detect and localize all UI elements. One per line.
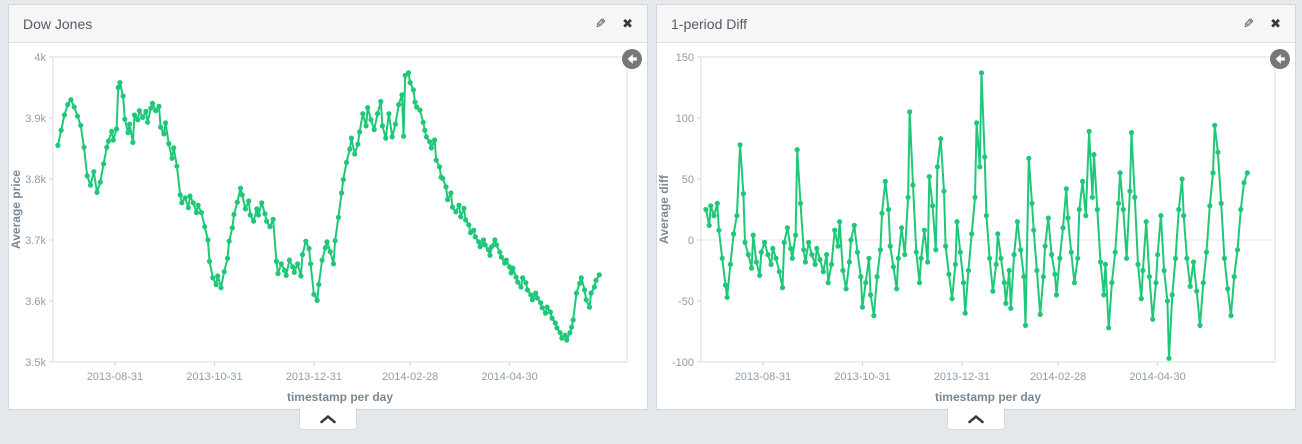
x-tick-label: 2014-04-30 — [1129, 371, 1185, 383]
close-icon[interactable]: ✖ — [1270, 16, 1281, 31]
y-tick-label: 100 — [676, 113, 694, 125]
y-tick-label: 0 — [688, 235, 694, 247]
y-tick-label: 50 — [682, 174, 694, 186]
back-circle-arrow-icon[interactable] — [622, 49, 642, 69]
panel-dow-jones: Dow Jones ✎ ✖ 3.5k 3.6k 3.7k 3.8k 3.9k 4k 2013… — [8, 4, 648, 430]
series-line — [704, 71, 1249, 360]
x-tick-label: 2013-10-31 — [834, 371, 890, 383]
y-tick-label: -100 — [672, 357, 694, 369]
collapse-chevron-button[interactable] — [947, 408, 1005, 430]
edit-pencil-icon[interactable]: ✎ — [1243, 16, 1255, 31]
diff-line-chart[interactable]: -100 -50 0 50 100 150 2013-08-31 2013-10-31 2013… — [657, 43, 1295, 409]
y-tick-label: 3.8k — [25, 174, 46, 186]
x-tick-label: 2013-12-31 — [934, 371, 990, 383]
chevron-up-icon — [320, 414, 336, 423]
y-tick-label: 150 — [676, 52, 694, 64]
back-circle-arrow-icon[interactable] — [1270, 49, 1290, 69]
x-tick-label: 2013-08-31 — [87, 371, 143, 383]
close-icon[interactable]: ✖ — [622, 16, 633, 31]
plot-border — [700, 56, 1276, 363]
edit-pencil-icon[interactable]: ✎ — [595, 16, 607, 31]
panel-title: Dow Jones — [23, 15, 93, 32]
y-tick-label: 3.9k — [25, 113, 46, 125]
y-axis-title: Average price — [9, 170, 23, 249]
chevron-up-icon — [968, 414, 984, 423]
chart-area-1-period-diff: -100 -50 0 50 100 150 2013-08-31 2013-10-31 2013… — [657, 43, 1295, 409]
panel-header: 1-period Diff ✎ ✖ — [657, 5, 1295, 43]
x-axis-title: timestamp per day — [935, 390, 1041, 404]
x-tick-label: 2013-12-31 — [286, 371, 342, 383]
x-tick-label: 2014-04-30 — [481, 371, 537, 383]
y-tick-label: 3.5k — [25, 357, 46, 369]
collapse-chevron-button[interactable] — [299, 408, 357, 430]
x-tick-label: 2013-10-31 — [186, 371, 242, 383]
panel-header: Dow Jones ✎ ✖ — [9, 5, 647, 43]
y-axis-title: Average diff — [657, 174, 671, 244]
chart-area-dow-jones: 3.5k 3.6k 3.7k 3.8k 3.9k 4k 2013-08-31 2013-10-… — [9, 43, 647, 409]
panel-1-period-diff: 1-period Diff ✎ ✖ -100 -50 0 50 100 150 2013-0… — [656, 4, 1296, 430]
y-tick-label: 3.6k — [25, 296, 46, 308]
y-tick-label: 4k — [34, 52, 46, 64]
x-axis-title: timestamp per day — [287, 390, 393, 404]
x-tick-label: 2014-02-28 — [1030, 371, 1086, 383]
plot-border — [52, 56, 628, 363]
y-tick-label: -50 — [678, 296, 694, 308]
dow-jones-line-chart[interactable]: 3.5k 3.6k 3.7k 3.8k 3.9k 4k 2013-08-31 2013-10-… — [9, 43, 647, 409]
panel-actions: ✎ ✖ — [595, 16, 633, 31]
panel-title: 1-period Diff — [671, 15, 748, 32]
x-tick-label: 2014-02-28 — [382, 371, 438, 383]
x-tick-label: 2013-08-31 — [735, 371, 791, 383]
y-tick-label: 3.7k — [25, 235, 46, 247]
panel-actions: ✎ ✖ — [1243, 16, 1281, 31]
